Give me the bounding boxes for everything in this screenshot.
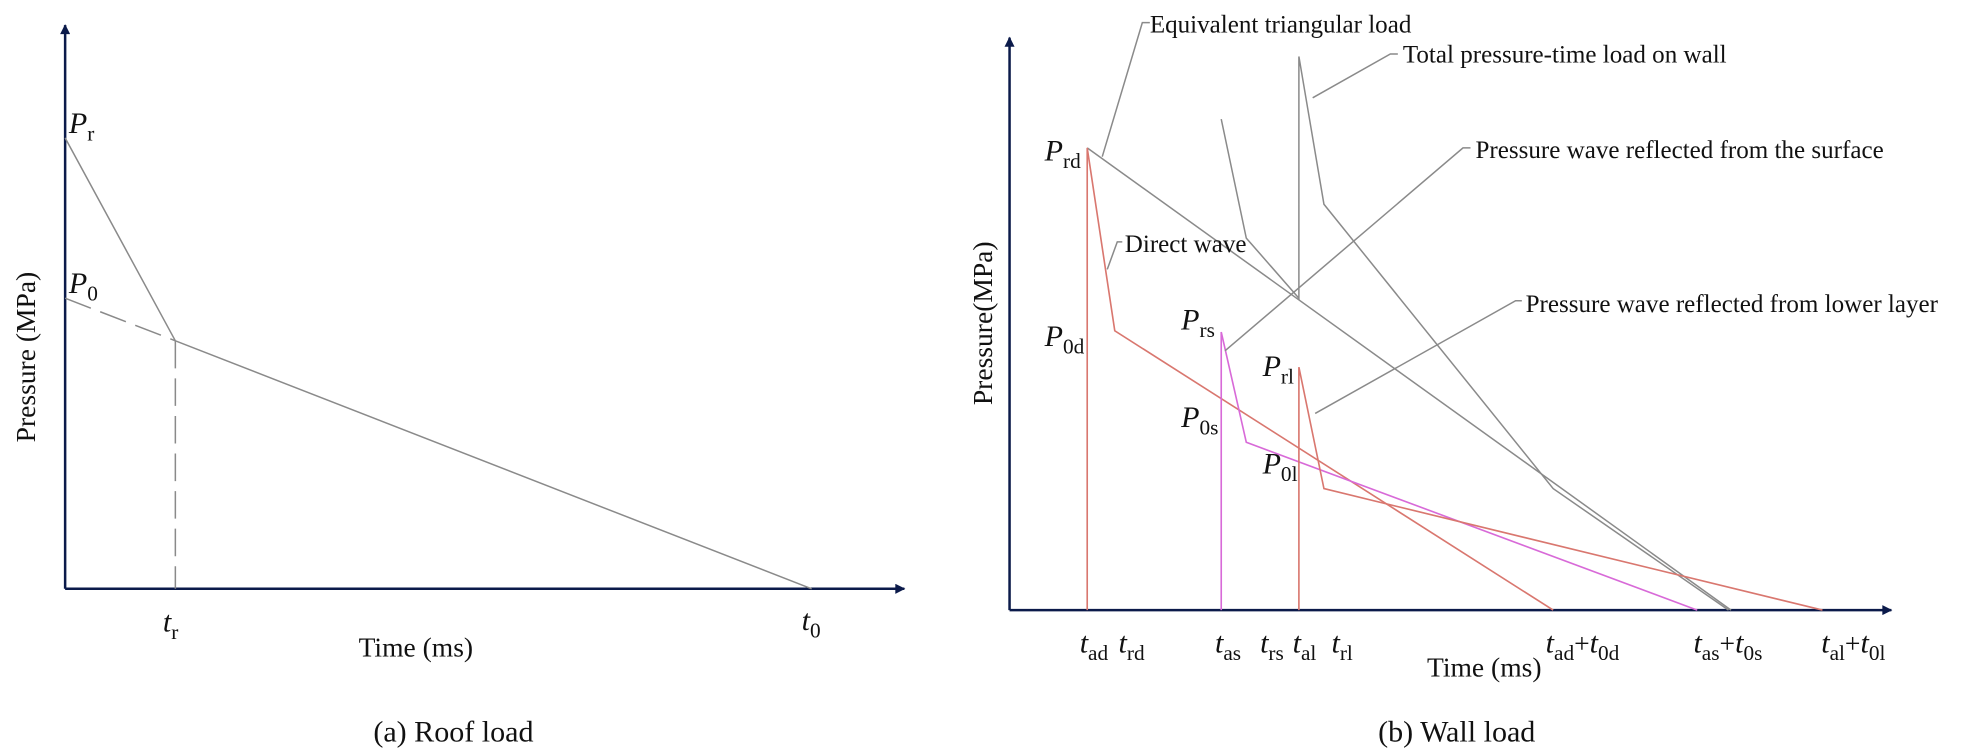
panel-a: Pressure (MPa) Time (ms) (a) Roof load [10, 24, 906, 749]
panel-b: Equivalent triangular load Total pressur… [967, 12, 1939, 749]
annotation: Total pressure-time load on wall [1403, 42, 1727, 69]
symbol: P [68, 106, 87, 140]
symbol-label: Pr [68, 106, 94, 146]
symbol: t [1546, 626, 1555, 660]
subscript: al [1830, 641, 1845, 665]
plus: + [1845, 628, 1861, 659]
dashed-line [64, 297, 176, 342]
symbol-label: trd [1119, 626, 1145, 666]
symbol: P [1262, 349, 1281, 383]
equivalent-triangle [1086, 147, 1732, 611]
y-axis-label: Pressure(MPa) [967, 241, 998, 405]
annotation: Direct wave [1125, 231, 1247, 258]
symbol: P [1180, 400, 1199, 434]
annotation: Pressure wave reflected from lower layer [1526, 291, 1939, 318]
annotation: Pressure wave reflected from the surface [1476, 137, 1884, 164]
symbol: P [1262, 447, 1281, 481]
symbol-label: Prd [1044, 133, 1081, 173]
symbol: P [1044, 319, 1063, 353]
caption: (a) Roof load [373, 715, 533, 749]
symbol: P [1180, 303, 1199, 337]
symbol-label: trl [1331, 626, 1352, 666]
symbol-label: tal [1293, 626, 1317, 666]
surface-wave [1220, 331, 1698, 611]
annotation: Equivalent triangular load [1150, 12, 1412, 39]
symbol: t [1293, 626, 1302, 660]
y-axis-label: Pressure (MPa) [10, 272, 41, 443]
total-load [1220, 56, 1729, 611]
symbol: t [163, 604, 172, 638]
subscript: 0 [87, 282, 98, 306]
subscript: as [1702, 641, 1720, 665]
symbol: t [1860, 626, 1869, 660]
symbol-label: Prs [1180, 303, 1215, 343]
subscript: 0l [1869, 641, 1886, 665]
symbol-label: Prl [1262, 349, 1294, 389]
symbol-label: tr [163, 604, 178, 644]
subscript: 0 [810, 619, 821, 643]
lower-layer-wave [1298, 366, 1823, 611]
symbol: t [1080, 626, 1089, 660]
subscript: rs [1200, 318, 1215, 342]
symbol-label: P0 [68, 266, 98, 306]
symbol: P [1044, 133, 1063, 167]
plus: + [1720, 628, 1736, 659]
x-axis-label: Time (ms) [1427, 651, 1542, 682]
subscript: al [1301, 641, 1316, 665]
subscript: 0d [1598, 641, 1620, 665]
symbol: t [1119, 626, 1128, 660]
subscript: rl [1340, 641, 1353, 665]
symbol-label: tal+t0l [1821, 626, 1885, 666]
symbol-label: t0 [802, 603, 821, 643]
leader-lines [1101, 21, 1522, 415]
symbol: t [1821, 626, 1830, 660]
symbol-label: tad+t0d [1546, 626, 1620, 666]
symbol-label: P0d [1044, 319, 1085, 359]
symbol: t [1735, 626, 1744, 660]
subscript: ad [1088, 641, 1108, 665]
plus: + [1574, 628, 1590, 659]
subscript: 0l [1281, 462, 1298, 486]
symbol-label: trs [1260, 626, 1284, 666]
subscript: 0s [1200, 416, 1219, 440]
symbol-label: P0s [1180, 400, 1218, 440]
subscript: r [87, 121, 94, 145]
caption: (b) Wall load [1378, 715, 1535, 749]
subscript: r [171, 620, 178, 644]
subscript: 0d [1063, 334, 1085, 358]
symbol: t [1693, 626, 1702, 660]
subscript: rs [1268, 641, 1283, 665]
symbol: t [1260, 626, 1269, 660]
subscript: 0s [1743, 641, 1762, 665]
subscript: as [1223, 641, 1241, 665]
subscript: ad [1554, 641, 1574, 665]
symbol-label: tad [1080, 626, 1109, 666]
load-line [64, 137, 812, 590]
x-axis-label: Time (ms) [359, 631, 474, 662]
symbol-label: tas [1215, 626, 1241, 666]
symbol: t [1331, 626, 1340, 660]
symbol: t [1590, 626, 1599, 660]
symbol: t [802, 603, 811, 637]
symbol: t [1215, 626, 1224, 660]
symbol-label: tas+t0s [1693, 626, 1762, 666]
symbol-label: P0l [1262, 447, 1298, 487]
subscript: rl [1281, 364, 1294, 388]
subscript: rd [1063, 149, 1081, 173]
symbol: P [68, 266, 87, 300]
direct-wave [1086, 147, 1554, 611]
subscript: rd [1127, 641, 1145, 665]
